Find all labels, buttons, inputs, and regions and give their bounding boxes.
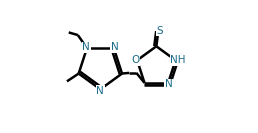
Text: O: O [132,55,140,65]
Text: N: N [82,42,90,52]
Text: N: N [96,86,104,96]
Text: N: N [165,79,173,89]
Text: NH: NH [170,55,186,65]
Text: N: N [110,42,118,52]
Text: S: S [157,26,163,36]
